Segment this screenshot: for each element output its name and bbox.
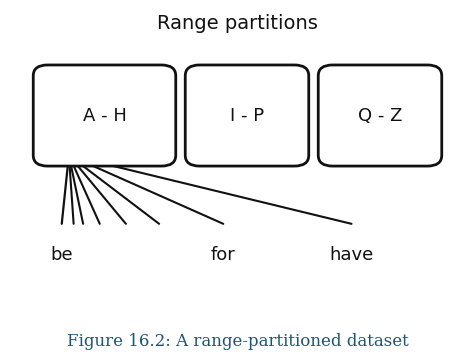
Text: be: be	[50, 245, 73, 264]
Text: Figure 16.2: A range-partitioned dataset: Figure 16.2: A range-partitioned dataset	[66, 332, 408, 350]
Text: Range partitions: Range partitions	[157, 14, 318, 33]
FancyBboxPatch shape	[318, 65, 442, 166]
FancyBboxPatch shape	[185, 65, 309, 166]
Text: A - H: A - H	[83, 106, 126, 125]
Text: I - P: I - P	[230, 106, 264, 125]
Text: Q - Z: Q - Z	[358, 106, 402, 125]
FancyBboxPatch shape	[33, 65, 176, 166]
Text: for: for	[211, 245, 236, 264]
Text: have: have	[329, 245, 374, 264]
